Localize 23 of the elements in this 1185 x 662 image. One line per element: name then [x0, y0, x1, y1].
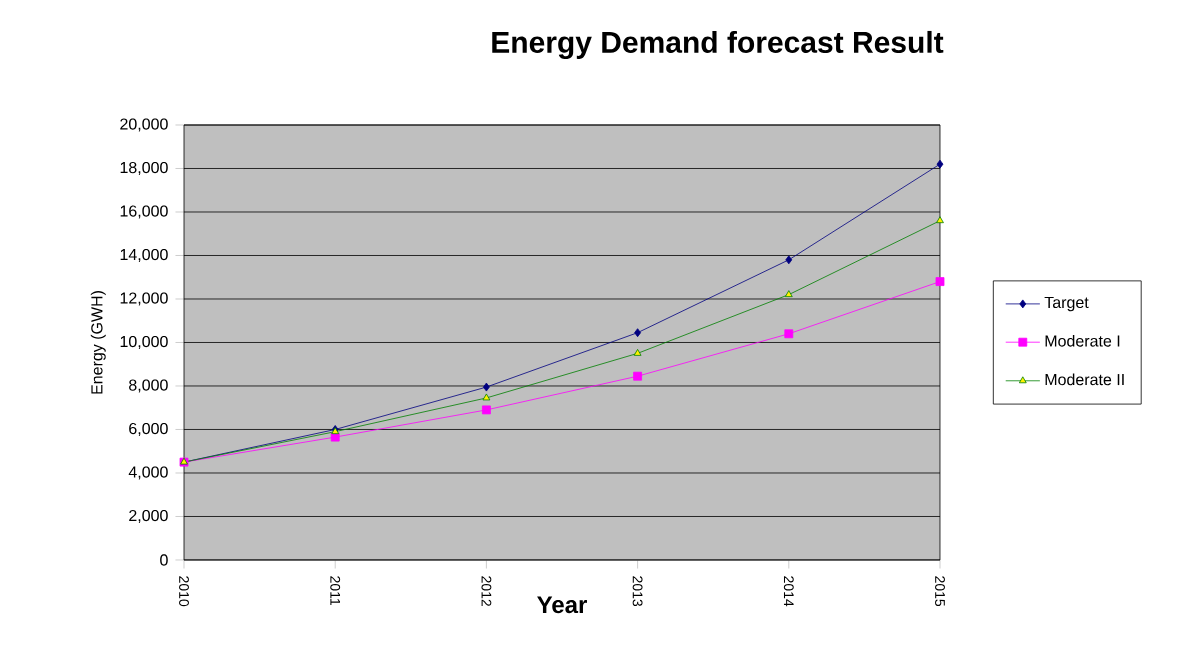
legend-label: Moderate I — [1045, 334, 1120, 347]
y-tick-label: 16,000 — [120, 205, 168, 219]
y-tick-label: 8,000 — [129, 379, 168, 393]
x-tick-label: 2014 — [783, 576, 794, 607]
x-tick-label: 2013 — [632, 576, 643, 607]
y-tick-label: 20,000 — [120, 118, 168, 132]
y-tick-label: 2,000 — [129, 509, 168, 524]
y-tick-label: 12,000 — [120, 292, 168, 306]
y-tick-label: 14,000 — [120, 248, 168, 263]
x-tick-label: 2012 — [481, 576, 492, 607]
x-axis-title: Year — [537, 596, 587, 614]
chart-title: Energy Demand forecast Result — [492, 30, 944, 60]
y-axis-title: Energy (GWH) — [90, 291, 106, 394]
y-tick-label: 0 — [160, 554, 168, 566]
x-tick-label: 2010 — [179, 576, 189, 607]
y-tick-label: 10,000 — [120, 335, 168, 350]
y-tick-label: 4,000 — [128, 466, 168, 480]
x-tick-label: 2011 — [330, 576, 341, 605]
x-tick-label: 2015 — [935, 576, 945, 607]
y-tick-label: 18,000 — [120, 161, 168, 176]
legend-label: Target — [1044, 296, 1089, 312]
legend-label: Moderate II — [1045, 373, 1124, 386]
y-tick-label: 6,000 — [129, 422, 168, 437]
